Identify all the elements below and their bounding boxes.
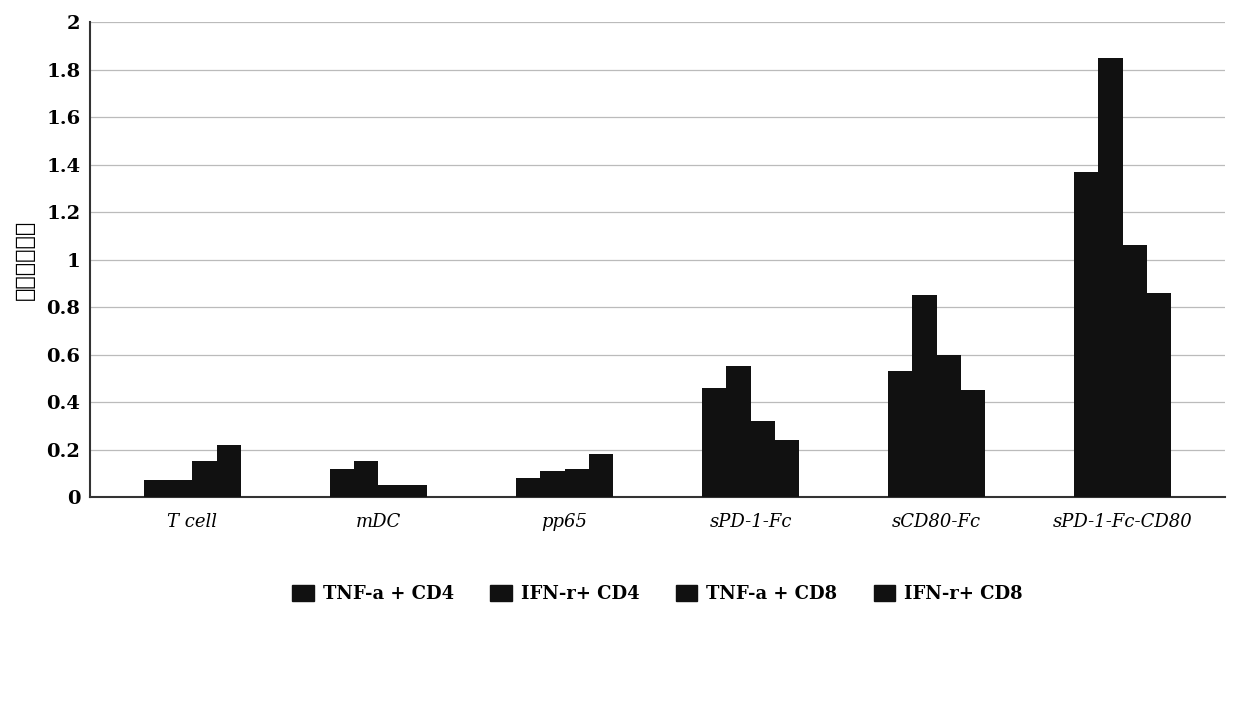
Bar: [355, 462, 378, 497]
Bar: [1099, 58, 1122, 497]
Bar: [913, 295, 936, 497]
Bar: [702, 388, 727, 497]
Bar: [564, 469, 589, 497]
Legend: TNF-a + CD4, IFN-r+ CD4, TNF-a + CD8, IFN-r+ CD8: TNF-a + CD4, IFN-r+ CD4, TNF-a + CD8, IF…: [285, 578, 1030, 610]
Bar: [192, 462, 217, 497]
Bar: [961, 390, 985, 497]
Bar: [1074, 172, 1099, 497]
Bar: [750, 421, 775, 497]
Bar: [217, 445, 241, 497]
Bar: [144, 481, 169, 497]
Bar: [589, 455, 613, 497]
Bar: [330, 469, 355, 497]
Bar: [775, 440, 799, 497]
Bar: [888, 371, 913, 497]
Bar: [1147, 293, 1171, 497]
Bar: [516, 478, 541, 497]
Bar: [936, 354, 961, 497]
Bar: [727, 366, 750, 497]
Bar: [1122, 245, 1147, 497]
Bar: [378, 485, 403, 497]
Bar: [169, 481, 192, 497]
Bar: [541, 471, 564, 497]
Bar: [403, 485, 427, 497]
Y-axis label: 阳性细胞比例: 阳性细胞比例: [15, 220, 35, 299]
